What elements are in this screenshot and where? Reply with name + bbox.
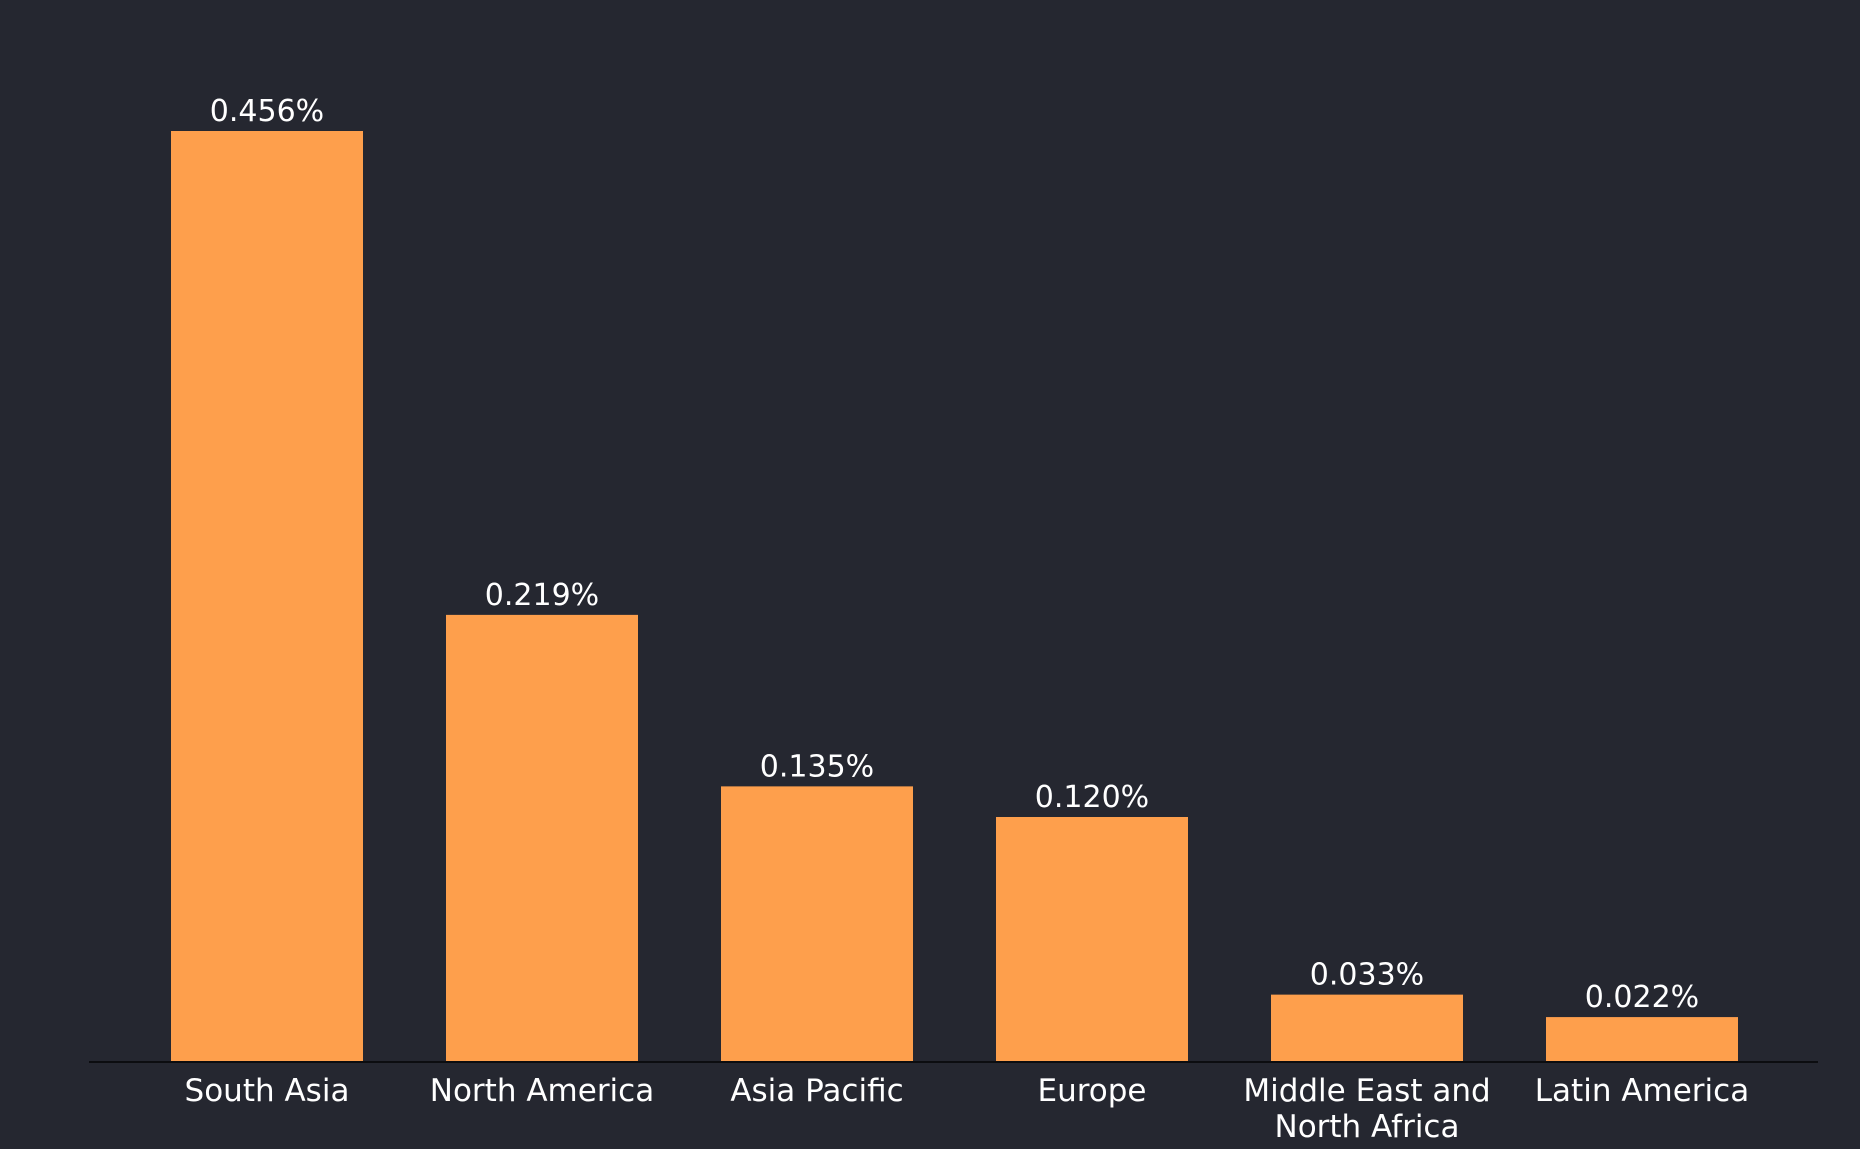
category-label: South Asia [185, 1073, 350, 1109]
bar-3 [721, 786, 913, 1062]
bar-value-label: 0.033% [1310, 958, 1424, 993]
category-label-line: Middle East and [1243, 1073, 1490, 1109]
category-label-line: North America [430, 1073, 654, 1109]
bar-value-label: 0.022% [1585, 980, 1699, 1015]
category-label-group: South Asia North America Asia Pacific Europ… [185, 1073, 1750, 1145]
bar-value-label: 0.135% [760, 749, 874, 784]
category-label: Middle East and North Africa [1243, 1073, 1490, 1145]
category-label-line: Latin America [1535, 1073, 1749, 1109]
bar-2 [446, 614, 638, 1062]
category-label: Latin America [1535, 1073, 1749, 1109]
category-label-line: Asia Pacific [730, 1073, 903, 1109]
bar-1 [171, 131, 363, 1062]
category-label: Asia Pacific [730, 1073, 903, 1109]
bar-4 [996, 817, 1188, 1062]
bar-value-label: 0.456% [210, 94, 324, 129]
value-label-group: 0.456% 0.219% 0.135% 0.120% 0.033% 0.022% [210, 94, 1699, 1015]
category-label-line: South Asia [185, 1073, 350, 1109]
bar-value-label: 0.120% [1035, 780, 1149, 815]
category-label-line: Europe [1037, 1073, 1146, 1109]
category-label: North America [430, 1073, 654, 1109]
category-label: Europe [1037, 1073, 1146, 1109]
bar-group [171, 131, 1738, 1062]
category-label-line: North Africa [1275, 1109, 1460, 1145]
bar-6 [1546, 1017, 1738, 1062]
bar-5 [1271, 994, 1463, 1062]
bar-value-label: 0.219% [485, 578, 599, 613]
